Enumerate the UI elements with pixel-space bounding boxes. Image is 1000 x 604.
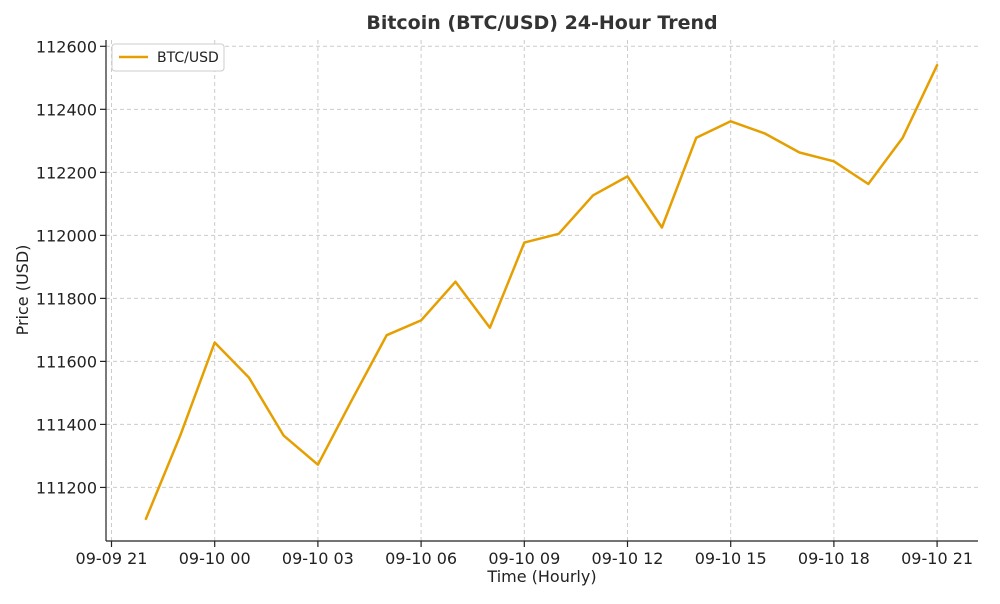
y-tick-label: 111800 [36, 289, 97, 308]
y-tick-label: 111600 [36, 352, 97, 371]
y-tick-label: 111400 [36, 415, 97, 434]
x-tick-label: 09-10 00 [179, 549, 251, 568]
y-axis-label: Price (USD) [13, 245, 32, 336]
chart-title: Bitcoin (BTC/USD) 24-Hour Trend [366, 12, 717, 34]
y-tick-label: 112600 [36, 37, 97, 56]
y-tick-label: 112400 [36, 100, 97, 119]
x-tick-label: 09-10 09 [488, 549, 560, 568]
y-tick-label: 112000 [36, 226, 97, 245]
x-tick-label: 09-09 21 [76, 549, 148, 568]
x-tick-label: 09-10 03 [282, 549, 354, 568]
series-line-btc-usd [144, 63, 939, 521]
axes: 09-09 21 09-10 00 09-10 03 09-10 06 09-10 09… [36, 37, 978, 568]
x-tick-label: 09-10 12 [592, 549, 664, 568]
legend-box [111, 43, 225, 72]
legend-label-btc-usd: BTC/USD [157, 50, 219, 66]
legend: BTC/USD [111, 43, 225, 72]
grid [106, 40, 978, 541]
y-tick-label: 112200 [36, 163, 97, 182]
x-tick-label: 09-10 06 [385, 549, 457, 568]
x-tick-label: 09-10 15 [695, 549, 767, 568]
x-tick-label: 09-10 21 [901, 549, 973, 568]
y-tick-label: 111200 [36, 478, 97, 497]
x-tick-label: 09-10 18 [798, 549, 870, 568]
x-axis-label: Time (Hourly) [486, 567, 596, 586]
plot-area [144, 63, 939, 521]
